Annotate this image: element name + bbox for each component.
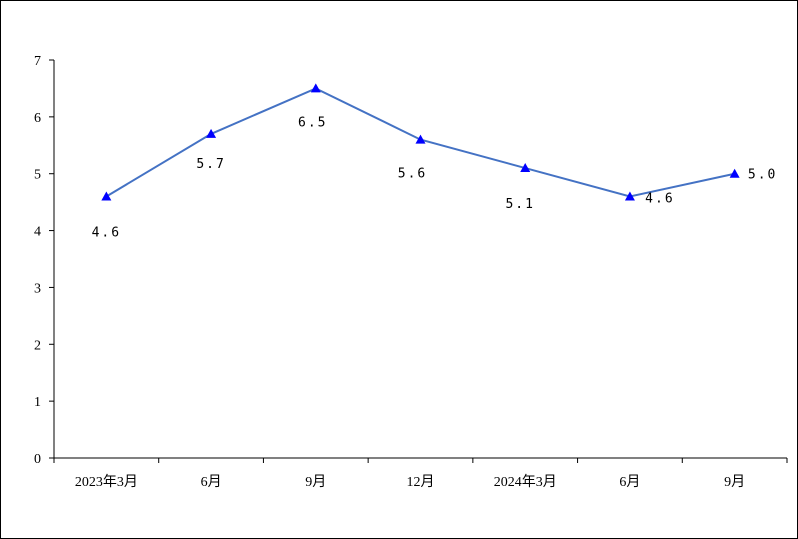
data-point-marker xyxy=(206,128,217,138)
y-tick-label: 7 xyxy=(34,54,41,69)
data-point-marker xyxy=(310,83,321,93)
data-point-marker xyxy=(520,163,531,173)
x-tick-label: 6月 xyxy=(619,474,640,490)
y-tick-label: 3 xyxy=(34,281,41,296)
y-tick-label: 6 xyxy=(34,111,41,126)
data-label: 5.6 xyxy=(398,167,427,182)
y-axis-ticks: 0 1 2 3 4 5 6 7 xyxy=(34,54,54,467)
x-tick-label: 9月 xyxy=(305,474,326,490)
x-tick-label: 2023年3月 xyxy=(75,474,138,490)
x-tick-label: 6月 xyxy=(201,474,222,490)
data-label: 6.5 xyxy=(298,115,327,130)
y-tick-label: 4 xyxy=(34,225,41,240)
x-tick-label: 12月 xyxy=(407,474,435,490)
data-label: 5.0 xyxy=(748,168,777,183)
data-label: 4.6 xyxy=(645,191,674,206)
data-point-marker xyxy=(415,134,426,144)
x-tick-label: 9月 xyxy=(724,474,745,490)
data-label: 4.6 xyxy=(92,225,121,240)
series-group xyxy=(101,83,740,201)
data-label: 5.7 xyxy=(196,157,225,172)
data-point-marker xyxy=(729,168,740,178)
axes xyxy=(53,60,787,459)
data-labels: 4.6 5.7 6.5 5.6 5.1 4.6 5.0 xyxy=(92,115,777,240)
x-tick-label: 2024年3月 xyxy=(494,474,557,490)
data-point-marker xyxy=(624,191,635,201)
data-label: 5.1 xyxy=(505,197,534,212)
y-tick-label: 2 xyxy=(34,338,41,353)
y-tick-label: 5 xyxy=(34,168,41,183)
y-tick-label: 0 xyxy=(34,452,41,467)
y-tick-label: 1 xyxy=(34,395,41,410)
x-axis-ticks: 2023年3月 6月 9月 12月 2024年3月 6月 9月 xyxy=(53,458,788,490)
data-point-marker xyxy=(101,191,112,201)
